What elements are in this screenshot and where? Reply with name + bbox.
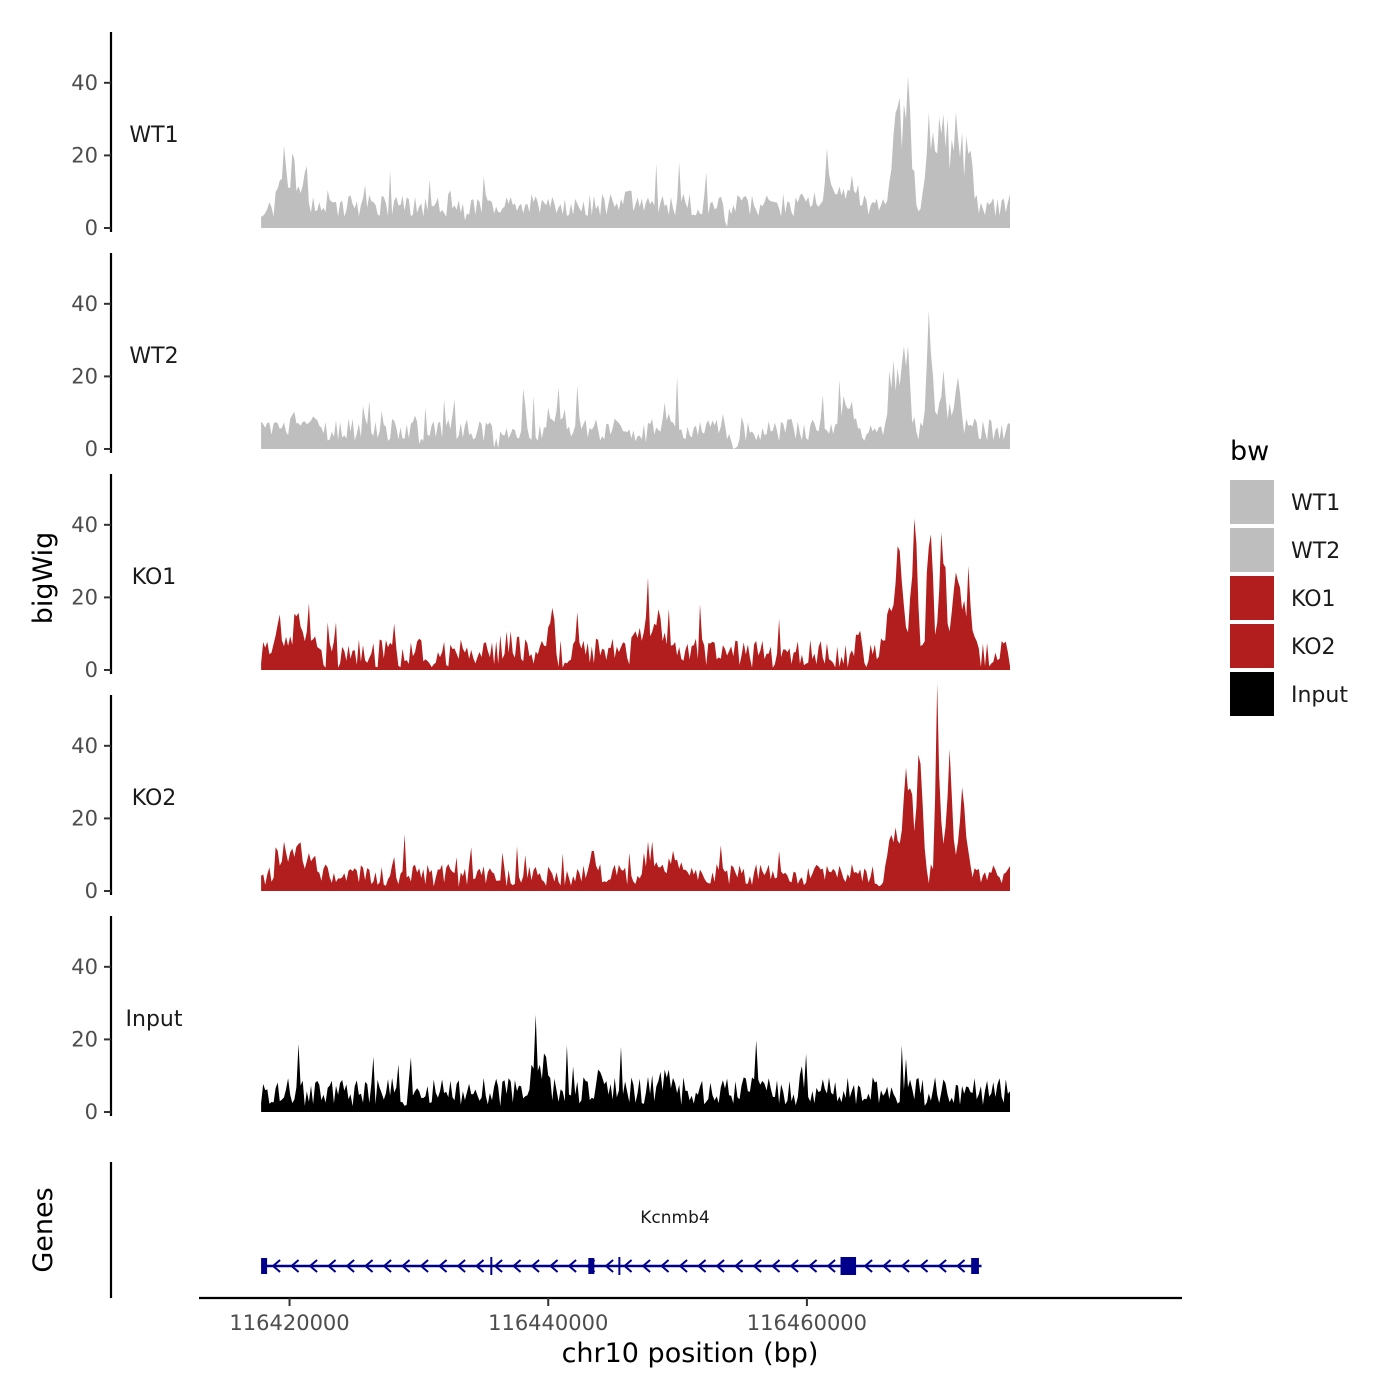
strand-arrow [826,1259,836,1273]
strand-arrow [530,1259,540,1273]
track-panels: 0 20 40 WT1 0 20 40 WT2 0 20 40 KO1 0 20 40 KO2 0 20 40 Inp… [71,32,1011,1124]
x-tick-label: 116420000 [229,1311,349,1335]
legend-swatch-ko2 [1230,624,1274,668]
x-tick-label: 116440000 [488,1311,608,1335]
y-tick-label: 40 [71,734,98,758]
y-tick-label: 0 [85,437,98,461]
y-tick-label: 20 [71,143,98,167]
legend-label: KO2 [1291,635,1336,660]
x-tick-label: 116460000 [747,1311,867,1335]
genes-axis-title: Genes [28,1187,59,1272]
gene-label: Kcnmb4 [640,1208,709,1228]
y-tick-label: 40 [71,71,98,95]
strand-arrow [956,1259,966,1273]
y-tick-label: 0 [85,216,98,240]
strand-arrow [567,1259,577,1273]
signal-area-wt2 [261,310,1011,449]
strand-arrow [327,1259,337,1273]
strand-arrow [660,1259,670,1273]
strand-arrow [641,1259,651,1273]
strand-arrow [438,1259,448,1273]
y-tick-label: 0 [85,658,98,682]
track-wt1: 0 20 40 WT1 [71,32,1011,240]
legend-title: bw [1230,436,1269,467]
strand-arrow [475,1259,485,1273]
strand-arrow [715,1259,725,1273]
strand-arrow [345,1259,355,1273]
signal-area-ko1 [261,518,1011,670]
y-tick-label: 40 [71,955,98,979]
strand-arrow [623,1259,633,1273]
strand-arrow [364,1259,374,1273]
legend-label: WT2 [1291,539,1340,564]
track-label: KO1 [132,565,177,590]
legend-label: WT1 [1291,491,1340,516]
x-axis: 116420000 116440000 116460000 [199,1296,1182,1335]
track-label: KO2 [132,786,177,811]
y-tick-label: 0 [85,1100,98,1124]
gene-exon [261,1258,268,1274]
track-input: 0 20 40 Input [71,916,1011,1124]
strand-arrow [752,1259,762,1273]
y-tick-label: 20 [71,1027,98,1051]
gene-track [261,1257,982,1275]
signal-area-input [261,1014,1011,1112]
legend-swatch-ko1 [1230,576,1274,620]
track-label: Input [126,1007,183,1032]
strand-arrow [808,1259,818,1273]
strand-arrow [771,1259,781,1273]
legend-swatch-wt2 [1230,528,1274,572]
strand-arrow [604,1259,614,1273]
gene-exon [840,1257,857,1275]
track-wt2: 0 20 40 WT2 [71,253,1011,461]
legend-label: KO1 [1291,587,1336,612]
legend-label: Input [1291,683,1348,708]
strand-arrow [919,1259,929,1273]
strand-arrow [382,1259,392,1273]
strand-arrow [789,1259,799,1273]
signal-area-ko2 [261,683,1011,891]
strand-arrow [271,1259,281,1273]
x-axis-title: chr10 position (bp) [562,1338,819,1369]
track-label: WT2 [129,344,178,369]
strand-arrow [549,1259,559,1273]
y-tick-label: 20 [71,364,98,388]
strand-arrow [697,1259,707,1273]
signal-area-wt1 [261,76,1011,228]
strand-arrow [290,1259,300,1273]
strand-arrow [419,1259,429,1273]
y-axis-title: bigWig [28,532,59,625]
y-tick-label: 0 [85,879,98,903]
legend: bw WT1 WT2 KO1 KO2 Input [1230,436,1348,716]
y-tick-label: 40 [71,513,98,537]
strand-arrow [456,1259,466,1273]
strand-arrow [900,1259,910,1273]
strand-arrow [512,1259,522,1273]
strand-arrow [493,1259,503,1273]
legend-swatch-wt1 [1230,480,1274,524]
track-ko2: 0 20 40 KO2 [71,683,1011,903]
track-ko1: 0 20 40 KO1 [71,474,1011,682]
y-tick-label: 20 [71,806,98,830]
strand-arrow [937,1259,947,1273]
strand-arrow [734,1259,744,1273]
y-tick-label: 20 [71,585,98,609]
genes-panel: Kcnmb4 [109,1162,982,1298]
legend-swatch-input [1230,672,1274,716]
gene-exon [588,1258,595,1274]
strand-arrow [678,1259,688,1273]
y-tick-label: 40 [71,292,98,316]
strand-arrow [401,1259,411,1273]
strand-arrow [882,1259,892,1273]
strand-arrow [308,1259,318,1273]
strand-arrow [863,1259,873,1273]
gene-exon [971,1258,979,1274]
track-label: WT1 [129,123,178,148]
